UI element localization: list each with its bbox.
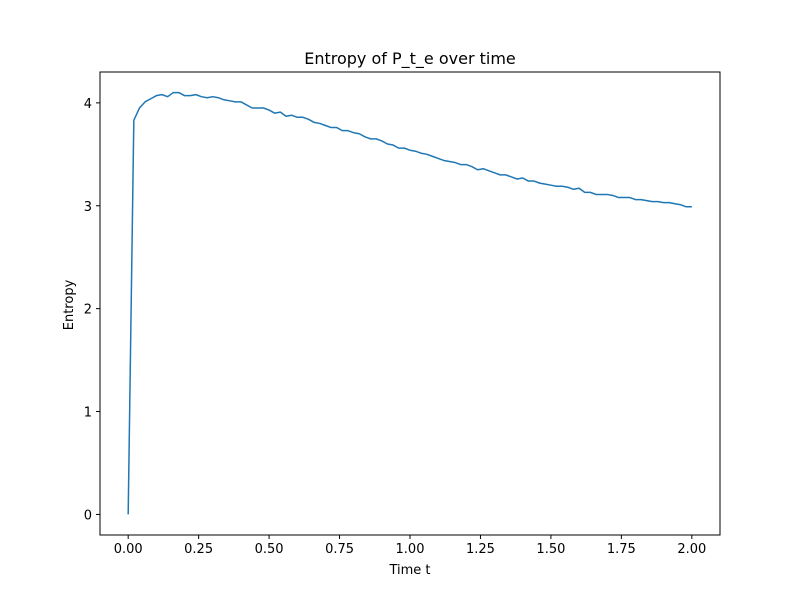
y-axis-ticks: 0 1 2 3 4 (84, 97, 100, 523)
x-tick-label: 1.25 (466, 542, 495, 557)
y-axis-label: Entropy (62, 279, 77, 330)
y-tick-label: 0 (84, 508, 92, 523)
x-tick-label: 0.00 (114, 542, 143, 557)
entropy-series-line (127, 91, 692, 515)
x-tick-label: 0.25 (184, 542, 213, 557)
x-tick-label: 2.00 (677, 542, 706, 557)
x-tick-label: 1.50 (536, 542, 565, 557)
x-tick-label: 0.50 (255, 542, 284, 557)
x-axis-label: Time t (388, 563, 430, 578)
plot-area (99, 71, 721, 536)
y-tick-label: 4 (84, 97, 92, 112)
x-axis-ticks: 0.00 0.25 0.50 0.75 1.00 1.25 1.50 1.75 2.00 (114, 535, 706, 557)
x-tick-label: 1.00 (396, 542, 425, 557)
y-tick-label: 1 (84, 406, 92, 421)
x-tick-label: 0.75 (325, 542, 354, 557)
axes-frame (99, 71, 721, 536)
y-tick-label: 2 (84, 303, 92, 318)
chart-title: Entropy of P_t_e over time (304, 49, 516, 69)
y-tick-label: 3 (84, 200, 92, 215)
x-tick-label: 1.75 (607, 542, 636, 557)
